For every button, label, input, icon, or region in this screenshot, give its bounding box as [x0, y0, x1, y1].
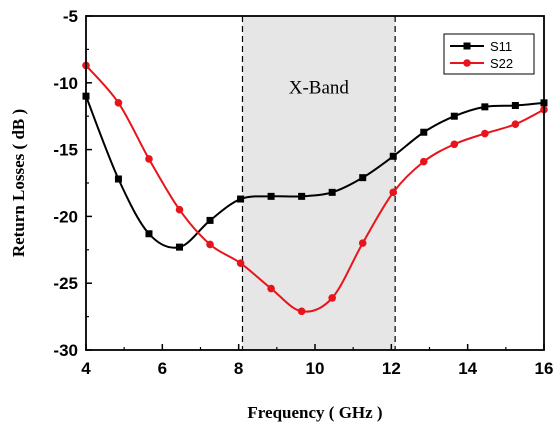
- data-point-s22: [511, 120, 520, 129]
- data-point-s11: [511, 102, 519, 110]
- x-tick-label: 4: [81, 359, 91, 378]
- y-tick-label: -25: [53, 274, 78, 293]
- series-line-s11: [85, 95, 545, 249]
- data-point-s11: [145, 230, 153, 238]
- data-point-s22: [236, 259, 245, 267]
- data-point-s11: [298, 192, 306, 200]
- series-line-s22: [85, 64, 545, 313]
- data-point-s22: [481, 129, 489, 138]
- y-tick-label: -15: [53, 141, 78, 160]
- x-band-region: [242, 16, 396, 350]
- data-point-s11: [420, 128, 428, 136]
- data-point-s11: [328, 188, 336, 196]
- data-point-s11: [450, 112, 458, 120]
- legend-label-s22: S22: [490, 56, 513, 71]
- data-point-s11: [237, 195, 245, 203]
- data-point-s22: [267, 284, 275, 293]
- data-point-s22: [175, 205, 184, 214]
- data-point-s11: [267, 192, 275, 200]
- x-tick-label: 12: [382, 359, 401, 378]
- y-tick-label: -30: [53, 341, 78, 360]
- x-tick-label: 8: [234, 359, 243, 378]
- data-point-s22: [358, 239, 367, 247]
- legend-marker-s11: [463, 42, 471, 50]
- data-point-s11: [114, 175, 122, 183]
- data-point-s22: [114, 99, 123, 107]
- y-tick-label: -5: [63, 7, 78, 26]
- data-point-s11: [481, 103, 489, 111]
- data-point-s22: [328, 294, 336, 302]
- x-axis-title: Frequency ( GHz ): [247, 403, 382, 422]
- legend-label-s11: S11: [490, 39, 512, 54]
- data-point-s22: [145, 155, 153, 163]
- data-point-s22: [450, 140, 459, 149]
- data-point-s22: [206, 240, 214, 249]
- data-point-s22: [389, 188, 398, 197]
- legend-marker-s22: [463, 59, 471, 67]
- y-tick-label: -20: [53, 207, 78, 226]
- x-tick-label: 6: [158, 359, 167, 378]
- x-tick-label: 16: [535, 359, 554, 378]
- x-tick-label: 14: [458, 359, 477, 378]
- data-point-s11: [389, 152, 397, 160]
- x-tick-label: 10: [306, 359, 325, 378]
- legend-box: [443, 33, 535, 75]
- x-band-label: X-Band: [289, 77, 350, 98]
- data-point-s11: [176, 243, 184, 251]
- data-point-s11: [206, 216, 214, 224]
- data-point-s22: [419, 157, 428, 166]
- y-axis-title: Return Losses ( dB ): [9, 109, 28, 257]
- data-point-s11: [359, 174, 367, 182]
- y-tick-label: -10: [53, 74, 78, 93]
- data-point-s22: [297, 307, 306, 316]
